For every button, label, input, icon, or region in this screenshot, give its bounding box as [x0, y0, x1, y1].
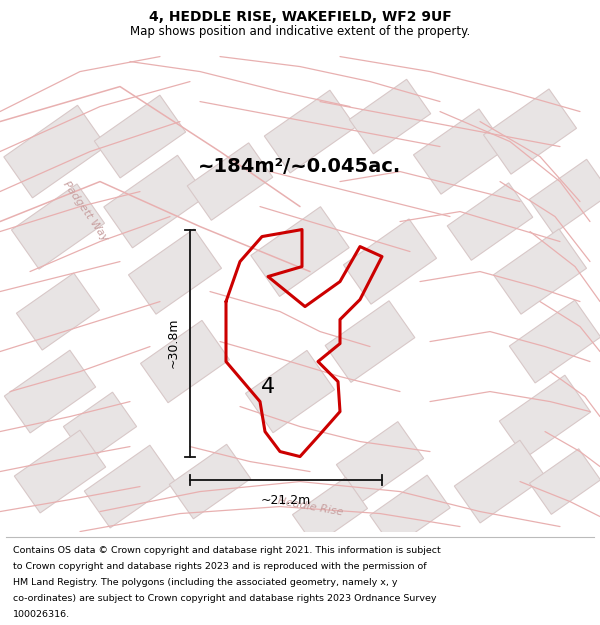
Text: ~30.8m: ~30.8m — [167, 318, 180, 368]
Text: 4, HEDDLE RISE, WAKEFIELD, WF2 9UF: 4, HEDDLE RISE, WAKEFIELD, WF2 9UF — [149, 10, 451, 24]
Text: 4: 4 — [261, 376, 275, 397]
Bar — [140, 321, 229, 402]
Bar — [187, 143, 273, 220]
Text: Padgett Way: Padgett Way — [61, 179, 109, 244]
Bar — [11, 184, 104, 269]
Bar — [337, 422, 424, 501]
Text: Contains OS data © Crown copyright and database right 2021. This information is : Contains OS data © Crown copyright and d… — [13, 546, 441, 555]
Bar — [169, 444, 251, 519]
Bar — [343, 219, 437, 304]
Text: ~21.2m: ~21.2m — [261, 494, 311, 506]
Bar — [454, 440, 545, 523]
Bar — [325, 301, 415, 382]
Bar — [484, 89, 577, 174]
Bar — [499, 375, 590, 458]
Bar — [292, 478, 368, 546]
Bar — [529, 159, 600, 234]
Text: co-ordinates) are subject to Crown copyright and database rights 2023 Ordnance S: co-ordinates) are subject to Crown copyr… — [13, 594, 437, 602]
Text: to Crown copyright and database rights 2023 and is reproduced with the permissio: to Crown copyright and database rights 2… — [13, 562, 427, 571]
Bar — [64, 392, 137, 461]
Bar — [16, 273, 100, 350]
Text: Heddle Rise: Heddle Rise — [277, 496, 344, 518]
Bar — [128, 229, 221, 314]
Text: Map shows position and indicative extent of the property.: Map shows position and indicative extent… — [130, 25, 470, 38]
Bar — [104, 155, 206, 248]
Bar — [245, 351, 334, 432]
Bar — [14, 430, 106, 513]
Bar — [85, 445, 176, 528]
Bar — [251, 207, 349, 296]
Bar — [94, 95, 185, 178]
Bar — [4, 105, 106, 198]
Text: HM Land Registry. The polygons (including the associated geometry, namely x, y: HM Land Registry. The polygons (includin… — [13, 578, 398, 587]
Bar — [447, 183, 533, 260]
Bar — [493, 229, 587, 314]
Text: 100026316.: 100026316. — [13, 609, 70, 619]
Bar — [265, 90, 356, 173]
Bar — [530, 449, 600, 514]
Bar — [349, 79, 431, 154]
Text: ~184m²/~0.045ac.: ~184m²/~0.045ac. — [199, 157, 401, 176]
Bar — [509, 300, 600, 383]
Bar — [370, 475, 450, 548]
Bar — [413, 109, 506, 194]
Bar — [4, 350, 95, 433]
